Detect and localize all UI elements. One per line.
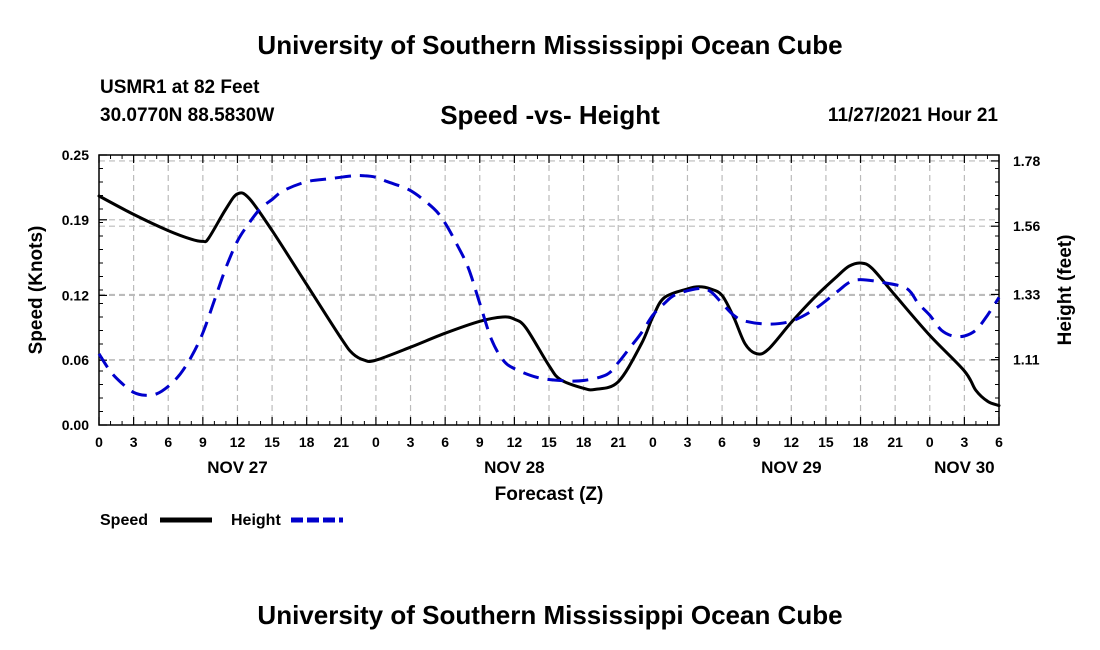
main-title: University of Southern Mississippi Ocean… (257, 30, 843, 60)
y-right-tick-label: 1.78 (1013, 153, 1040, 169)
x-tick-label: 18 (299, 434, 315, 450)
axis-ticks (98, 154, 1000, 426)
x-tick-label: 21 (334, 434, 350, 450)
x-tick-label: 0 (372, 434, 380, 450)
forecast-date: 11/27/2021 Hour 21 (827, 105, 998, 126)
day-label: NOV 29 (761, 458, 821, 477)
height-series-line (97, 174, 1001, 397)
x-tick-label: 15 (264, 434, 280, 450)
day-label: NOV 30 (934, 458, 994, 477)
x-tick-label: 6 (995, 434, 1003, 450)
x-tick-label: 21 (887, 434, 903, 450)
x-tick-label: 15 (818, 434, 834, 450)
y-axis-right-title: Height (feet) (1055, 235, 1076, 346)
legend-label-height: Height (231, 512, 281, 529)
x-tick-label: 6 (164, 434, 172, 450)
x-tick-label: 0 (95, 434, 103, 450)
x-tick-label: 12 (507, 434, 523, 450)
x-tick-label: 0 (649, 434, 657, 450)
x-tick-label: 9 (753, 434, 761, 450)
x-tick-label: 6 (441, 434, 449, 450)
station-name: USMR1 at 82 Feet (100, 77, 260, 98)
axis-labels: 0 3 6 9 12 15 18 21 0 3 6 9 12 15 18 21 0 3 6 9 12 15 18 21 0 3 6N… (62, 147, 1041, 477)
x-tick-label: 18 (853, 434, 869, 450)
series-lines (97, 174, 1001, 408)
legend-label-speed: Speed (100, 512, 148, 529)
x-tick-label: 3 (130, 434, 138, 450)
y-left-tick-label: 0.06 (62, 352, 89, 368)
y-left-tick-label: 0.12 (62, 287, 89, 303)
x-tick-label: 9 (199, 434, 207, 450)
x-tick-label: 3 (684, 434, 692, 450)
x-axis-title: Forecast (Z) (495, 484, 604, 505)
legend: Speed Height (100, 512, 343, 529)
station-coords: 30.0770N 88.5830W (100, 105, 275, 126)
x-tick-label: 0 (926, 434, 934, 450)
day-label: NOV 27 (207, 458, 267, 477)
x-tick-label: 9 (476, 434, 484, 450)
y-right-tick-label: 1.11 (1013, 352, 1040, 368)
y-left-tick-label: 0.25 (62, 147, 89, 163)
x-tick-label: 3 (407, 434, 415, 450)
x-tick-label: 15 (541, 434, 557, 450)
x-tick-label: 6 (718, 434, 726, 450)
y-right-tick-label: 1.56 (1013, 218, 1040, 234)
grid-lines (99, 155, 999, 425)
y-left-tick-label: 0.00 (62, 417, 89, 433)
y-right-tick-label: 1.33 (1013, 286, 1040, 302)
x-tick-label: 12 (784, 434, 800, 450)
footer-title: University of Southern Mississippi Ocean… (257, 600, 843, 630)
y-axis-left-title: Speed (Knots) (26, 226, 47, 355)
chart-title: Speed -vs- Height (440, 100, 660, 130)
x-tick-label: 21 (610, 434, 626, 450)
x-tick-label: 12 (230, 434, 246, 450)
y-left-tick-label: 0.19 (62, 212, 89, 228)
speed-series-line (97, 191, 1001, 408)
x-tick-label: 18 (576, 434, 592, 450)
x-tick-label: 3 (960, 434, 968, 450)
day-label: NOV 28 (484, 458, 544, 477)
